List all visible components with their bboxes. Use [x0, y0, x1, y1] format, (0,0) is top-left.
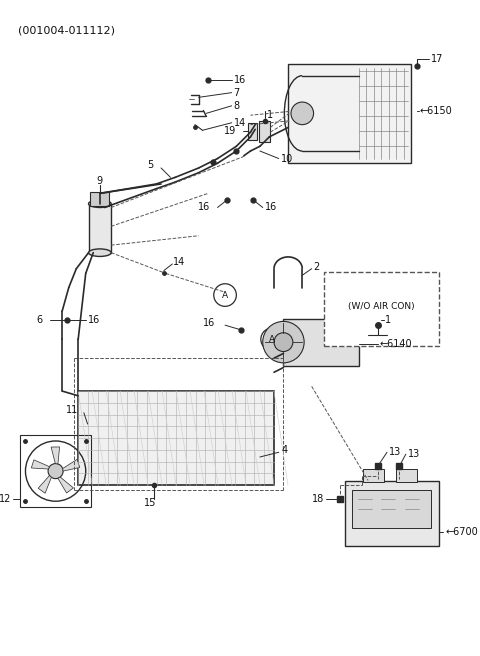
Text: A: A — [222, 291, 228, 300]
Text: 18: 18 — [312, 495, 324, 504]
Bar — [259, 121, 270, 142]
Text: 9: 9 — [97, 176, 103, 186]
Text: ←6140: ←6140 — [380, 339, 412, 349]
Text: 12: 12 — [0, 495, 12, 504]
Polygon shape — [51, 447, 60, 464]
Text: 15: 15 — [144, 498, 156, 508]
Circle shape — [48, 464, 63, 479]
Circle shape — [274, 333, 293, 352]
Text: 16: 16 — [198, 203, 210, 213]
Bar — [88, 204, 111, 253]
Bar — [288, 64, 410, 163]
Text: 5: 5 — [147, 160, 154, 170]
Circle shape — [291, 102, 313, 125]
Text: 16: 16 — [88, 316, 100, 325]
Text: 4: 4 — [282, 445, 288, 455]
Text: 14: 14 — [234, 118, 246, 128]
Bar — [352, 490, 431, 527]
Polygon shape — [63, 459, 80, 471]
Bar — [396, 469, 417, 482]
Text: 7: 7 — [234, 88, 240, 98]
Text: 1: 1 — [385, 316, 391, 325]
Text: 17: 17 — [431, 54, 444, 64]
Text: 16: 16 — [204, 318, 216, 328]
Bar — [248, 123, 257, 140]
Text: 10: 10 — [281, 154, 293, 163]
Polygon shape — [38, 476, 51, 493]
Polygon shape — [31, 460, 49, 469]
Bar — [283, 319, 359, 365]
Text: 13: 13 — [408, 449, 420, 459]
Bar — [90, 192, 109, 205]
Text: A: A — [269, 335, 275, 344]
Bar — [20, 436, 91, 507]
Circle shape — [263, 321, 304, 363]
Text: 19: 19 — [224, 126, 236, 136]
Text: (W/O AIR CON): (W/O AIR CON) — [348, 302, 415, 311]
Text: 8: 8 — [234, 101, 240, 111]
Ellipse shape — [88, 200, 111, 207]
Bar — [345, 480, 439, 546]
Text: ←6700: ←6700 — [445, 527, 478, 537]
Text: (001004-011112): (001004-011112) — [18, 26, 115, 35]
Text: 13: 13 — [389, 447, 401, 457]
Polygon shape — [58, 477, 73, 493]
Text: 16: 16 — [234, 75, 246, 85]
Text: 11: 11 — [66, 405, 78, 415]
Text: 16: 16 — [264, 203, 277, 213]
Text: 6: 6 — [36, 316, 42, 325]
Text: ←6150: ←6150 — [420, 106, 453, 117]
Text: 2: 2 — [313, 262, 320, 272]
Text: 1: 1 — [266, 110, 273, 120]
FancyBboxPatch shape — [324, 272, 439, 346]
Text: 14: 14 — [173, 257, 186, 267]
Bar — [78, 391, 274, 485]
Ellipse shape — [88, 249, 111, 256]
Bar — [363, 469, 384, 482]
